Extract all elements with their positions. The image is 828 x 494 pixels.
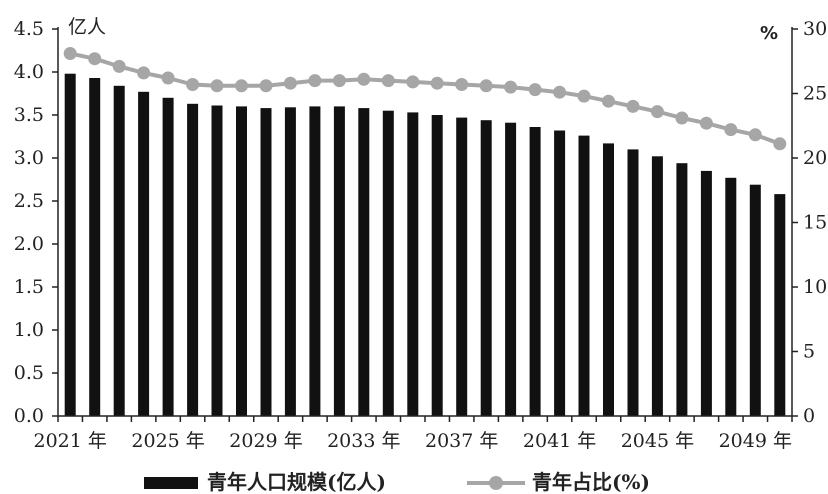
point-2033: [357, 72, 371, 86]
bar-2034: [382, 110, 394, 416]
bar-2025: [162, 97, 174, 417]
point-2047: [699, 116, 713, 130]
bar-2045: [651, 156, 663, 417]
point-2030: [283, 76, 297, 90]
point-2021: [63, 47, 77, 60]
bar-2043: [603, 143, 614, 416]
bar-2041: [554, 130, 566, 416]
legend-bar-swatch: [144, 477, 198, 489]
bar-2047: [700, 170, 712, 416]
bar-2022: [89, 78, 101, 416]
legend-line-marker: [489, 476, 503, 490]
point-2028: [235, 79, 248, 93]
point-2036: [430, 76, 444, 90]
x-tick-label: 2029 年: [229, 430, 302, 452]
point-2044: [626, 99, 640, 113]
left-tick-label: 0.5: [14, 362, 44, 384]
bar-2042: [578, 135, 590, 416]
bar-2033: [358, 108, 370, 416]
left-tick-label: 3.5: [14, 104, 44, 126]
point-2034: [381, 74, 395, 88]
bar-2048: [725, 177, 737, 416]
bar-2026: [187, 103, 199, 417]
x-tick-label: 2021 年: [33, 430, 106, 452]
right-tick-label: 10: [803, 276, 827, 298]
right-axis-unit: %: [760, 23, 778, 44]
point-2029: [259, 79, 273, 93]
x-tick-label: 2037 年: [425, 430, 498, 452]
bar-2028: [236, 106, 247, 417]
point-2040: [528, 83, 542, 97]
axes: [52, 27, 798, 422]
right-tick-label: 0: [803, 405, 815, 427]
bar-2044: [627, 149, 639, 416]
right-tick-label: 15: [803, 212, 827, 234]
tick-labels: 0.00.51.01.52.02.53.03.54.04.50510152025…: [14, 18, 827, 452]
point-2046: [675, 111, 689, 125]
bar-2035: [407, 112, 419, 417]
legend: 青年人口规模(亿人) 青年占比(%): [144, 470, 650, 494]
left-tick-label: 2.5: [14, 190, 44, 212]
bar-2046: [676, 163, 688, 416]
legend-bar-label: 青年人口规模(亿人): [207, 470, 386, 494]
point-2037: [455, 78, 469, 91]
bar-2032: [333, 106, 345, 417]
right-tick-label: 20: [803, 147, 827, 169]
share-line: [69, 51, 781, 146]
legend-line-label: 青年占比(%): [532, 470, 650, 494]
left-tick-label: 0.0: [14, 405, 44, 427]
point-2026: [186, 78, 200, 91]
bar-2049: [749, 184, 761, 416]
point-2045: [650, 105, 664, 119]
bar-series: [64, 73, 786, 417]
right-tick-label: 30: [803, 18, 827, 40]
bar-2039: [505, 122, 517, 416]
point-2048: [724, 123, 738, 137]
x-tick-label: 2049 年: [719, 430, 792, 452]
bar-2031: [309, 106, 321, 417]
point-2024: [137, 66, 151, 80]
bar-2024: [138, 91, 150, 417]
bar-2023: [113, 85, 125, 417]
bar-2037: [456, 117, 468, 416]
left-tick-label: 1.5: [14, 276, 44, 298]
left-tick-label: 1.0: [14, 319, 44, 341]
bar-2029: [260, 108, 272, 416]
bar-2021: [64, 73, 76, 416]
bar-2050: [774, 194, 786, 416]
left-tick-label: 4.5: [14, 18, 44, 40]
point-2050: [773, 137, 787, 151]
x-tick-label: 2025 年: [131, 430, 204, 452]
point-2038: [479, 79, 493, 93]
right-tick-label: 5: [803, 341, 815, 363]
line-series: [63, 47, 787, 151]
left-tick-label: 3.0: [14, 147, 44, 169]
point-2022: [88, 52, 102, 66]
point-2023: [112, 59, 126, 73]
bar-2038: [480, 120, 492, 416]
bar-2040: [529, 127, 541, 416]
x-tick-label: 2033 年: [327, 430, 400, 452]
x-tick-label: 2045 年: [621, 430, 694, 452]
point-2049: [748, 128, 762, 142]
point-2025: [161, 71, 175, 85]
point-2043: [602, 94, 615, 108]
point-2039: [504, 80, 518, 94]
point-2042: [577, 89, 591, 103]
right-tick-label: 25: [803, 83, 827, 105]
point-2031: [308, 74, 322, 88]
left-axis-unit: 亿人: [68, 16, 106, 38]
left-tick-label: 4.0: [14, 61, 44, 83]
point-2035: [406, 75, 420, 89]
bar-2036: [431, 115, 443, 416]
left-tick-label: 2.0: [14, 233, 44, 255]
x-tick-label: 2041 年: [523, 430, 596, 452]
bar-2027: [211, 105, 223, 416]
point-2041: [553, 85, 567, 99]
bar-2030: [284, 107, 296, 417]
point-2027: [210, 79, 224, 93]
point-2032: [332, 74, 346, 88]
